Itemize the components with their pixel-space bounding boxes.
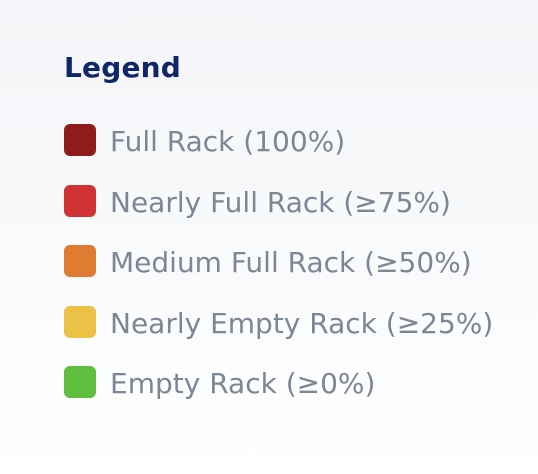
nearly-full-rack-color-swatch [64,184,96,217]
legend-item-label: Nearly Empty Rack (≥25%) [110,306,494,340]
legend-item-label: Nearly Full Rack (≥75%) [110,185,451,219]
legend-list: Full Rack (100%) Nearly Full Rack (≥75%)… [64,112,493,415]
legend-item-label: Empty Rack (≥0%) [110,367,376,401]
legend-item-nearly-empty-rack: Nearly Empty Rack (≥25%) [64,294,493,355]
nearly-empty-rack-color-swatch [64,305,96,338]
legend-item-full-rack: Full Rack (100%) [64,112,493,173]
full-rack-color-swatch [64,124,96,157]
legend-item-medium-full-rack: Medium Full Rack (≥50%) [64,233,493,294]
legend-item-empty-rack: Empty Rack (≥0%) [64,354,493,415]
empty-rack-color-swatch [64,366,96,399]
legend-item-label: Medium Full Rack (≥50%) [110,246,472,280]
legend-item-nearly-full-rack: Nearly Full Rack (≥75%) [64,173,493,234]
legend-title: Legend [64,51,182,84]
medium-full-rack-color-swatch [64,245,96,278]
legend-item-label: Full Rack (100%) [110,125,346,159]
